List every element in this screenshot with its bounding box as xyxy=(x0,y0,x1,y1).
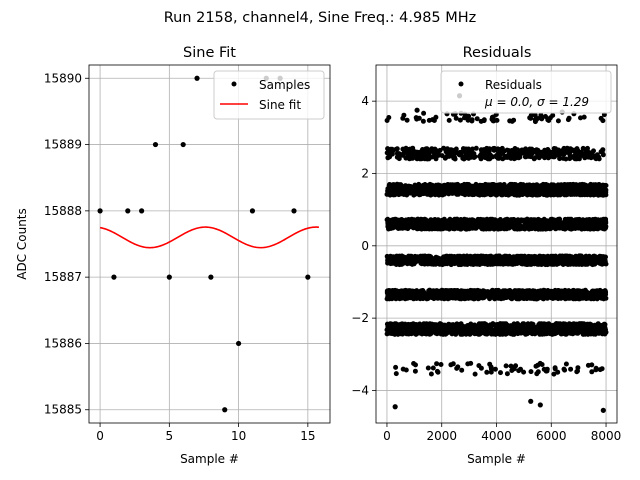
legend-sine-fit-label: Sine fit xyxy=(259,98,301,112)
residual-outlier xyxy=(392,404,398,410)
sine-fit-xlabel: Sample # xyxy=(180,452,239,466)
sample-point xyxy=(166,274,172,280)
sine-fit-axes-frame xyxy=(88,64,331,424)
residuals-title: Residuals xyxy=(463,45,532,61)
residual-outlier xyxy=(414,107,420,113)
x-tick-label: 5 xyxy=(166,429,174,443)
sample-point xyxy=(152,141,159,148)
legend-samples-label: Samples xyxy=(259,78,310,92)
legend-residuals-label: Residuals xyxy=(485,78,542,92)
sine-fit-ylabel: ADC Counts xyxy=(15,208,29,280)
sample-point xyxy=(97,208,103,214)
residuals-ticks: 0 2000 4000 6000 8000 −4 −2 0 2 4 xyxy=(351,94,621,443)
sample-point xyxy=(125,208,131,214)
sample-point xyxy=(180,141,186,148)
y-tick-label: 0 xyxy=(361,239,369,253)
x-tick-label: 15 xyxy=(300,429,315,443)
sine-fit-legend: Samples Sine fit xyxy=(213,70,325,120)
sample-point xyxy=(291,208,297,214)
y-tick-label: 15886 xyxy=(44,336,82,350)
y-tick-label: 15889 xyxy=(44,138,82,152)
x-tick-label: 6000 xyxy=(536,429,567,443)
legend-residuals-stats: μ = 0.0, σ = 1.29 xyxy=(484,95,589,109)
x-tick-label: 2000 xyxy=(426,429,457,443)
residual-outlier xyxy=(537,402,543,408)
x-tick-label: 0 xyxy=(96,429,104,443)
sample-point xyxy=(194,75,200,81)
figure-suptitle: Run 2158, channel4, Sine Freq.: 4.985 MH… xyxy=(164,10,477,26)
residuals-panel: Residuals 0 2000 4000 6000 8000 −4 −2 0 2 4 Sampl… xyxy=(351,45,621,466)
sample-point xyxy=(305,274,311,280)
sample-point xyxy=(222,407,228,413)
legend-residuals-marker xyxy=(458,81,464,87)
sine-fit-panel: Sine Fit 0 5 10 15 15885 15886 15887 15888 15889… xyxy=(15,45,331,466)
residual-outlier xyxy=(600,407,606,413)
sample-point xyxy=(249,208,256,214)
y-tick-label: 4 xyxy=(361,94,369,108)
sine-fit-marks xyxy=(97,75,319,413)
sample-point xyxy=(111,274,117,280)
legend-samples-marker xyxy=(231,81,237,87)
residuals-xlabel: Sample # xyxy=(467,452,526,466)
y-tick-label: −4 xyxy=(351,383,369,397)
y-tick-label: 15888 xyxy=(44,204,82,218)
y-tick-label: 15885 xyxy=(44,403,82,417)
sine-fit-line xyxy=(99,226,319,249)
sample-point xyxy=(139,208,145,214)
sample-point xyxy=(208,274,214,280)
y-tick-label: 15890 xyxy=(44,71,82,85)
residuals-legend: Residuals μ = 0.0, σ = 1.29 xyxy=(440,70,612,114)
x-tick-label: 0 xyxy=(383,429,391,443)
sine-fit-ticks: 0 5 10 15 15885 15886 15887 15888 15889 15890 xyxy=(44,71,316,443)
x-tick-label: 4000 xyxy=(481,429,512,443)
y-tick-label: −2 xyxy=(351,311,369,325)
sample-point xyxy=(235,340,242,347)
y-tick-label: 2 xyxy=(361,166,369,180)
x-tick-label: 10 xyxy=(231,429,246,443)
residual-points xyxy=(384,110,609,377)
residual-outlier xyxy=(528,398,534,404)
y-tick-label: 15887 xyxy=(44,270,82,284)
x-tick-label: 8000 xyxy=(591,429,622,443)
sine-fit-title: Sine Fit xyxy=(183,45,236,61)
